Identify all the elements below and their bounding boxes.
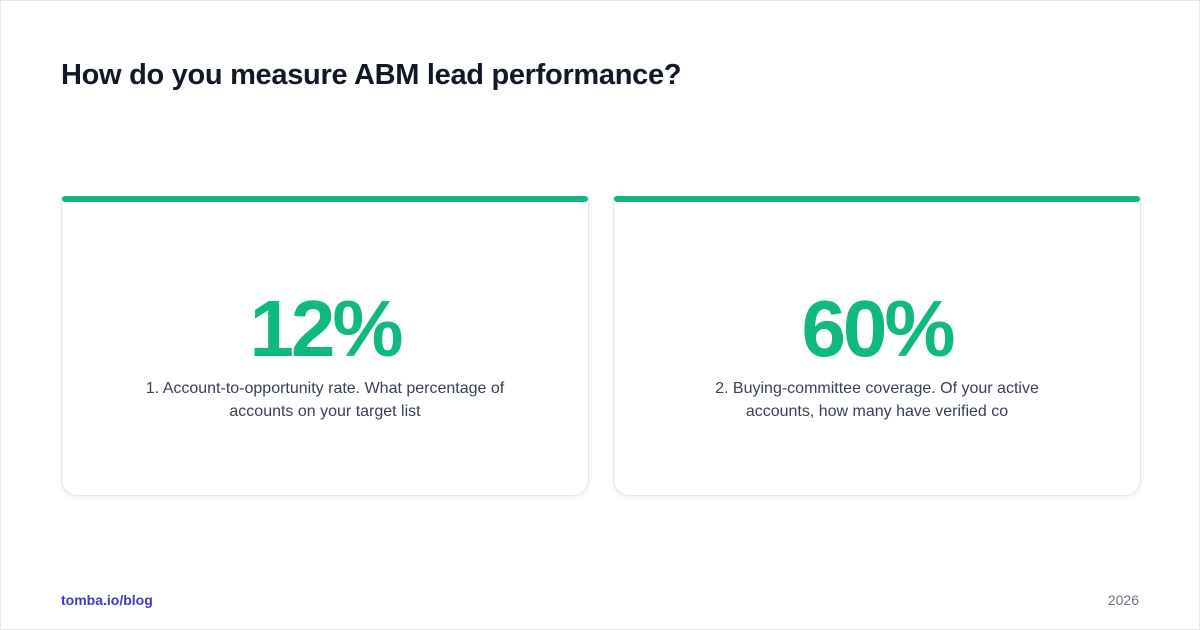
footer-year: 2026 bbox=[1107, 592, 1139, 608]
page-title: How do you measure ABM lead performance? bbox=[61, 59, 682, 91]
stat-value: 12% bbox=[249, 284, 403, 373]
stat-description: 1. Account-to-opportunity rate. What per… bbox=[145, 380, 505, 420]
card-accent-bar bbox=[614, 196, 1140, 202]
stat-value: 60% bbox=[801, 284, 955, 373]
stat-description: 2. Buying-committee coverage. Of your ac… bbox=[715, 380, 1039, 420]
stat-card: 12% 1. Account-to-opportunity rate. What… bbox=[61, 196, 589, 496]
stat-cards: 12% 1. Account-to-opportunity rate. What… bbox=[61, 196, 1141, 496]
card-accent-bar bbox=[62, 196, 588, 202]
stat-card: 60% 2. Buying-committee coverage. Of you… bbox=[613, 196, 1141, 496]
footer-blog-link[interactable]: tomba.io/blog bbox=[61, 592, 153, 608]
